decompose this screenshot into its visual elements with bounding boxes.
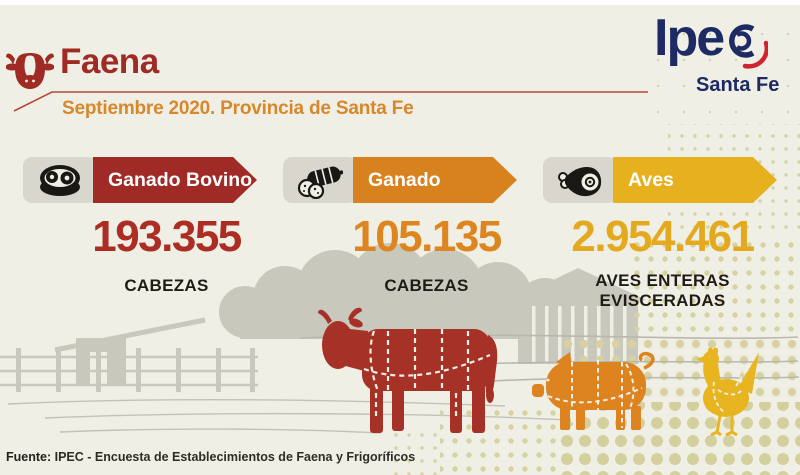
ipec-logo: Ipe Santa Fe — [648, 12, 798, 102]
steak-icon — [40, 165, 80, 196]
aves-badge: Aves — [613, 157, 777, 203]
porcino-unit: CABEZAS — [384, 276, 469, 295]
header-divider-line — [13, 91, 648, 112]
bovino-icon-box — [23, 157, 97, 203]
porcino-icon-box — [283, 157, 357, 203]
bovino-unit: CABEZAS — [124, 276, 209, 295]
top-band — [0, 0, 800, 5]
aves-unit-text: AVES ENTERAS EVISCERADAS — [595, 271, 730, 311]
cow-illustration — [318, 307, 498, 433]
porcino-badge: Ganado Porcino — [353, 157, 517, 203]
bovino-value: 193.355 — [92, 212, 242, 261]
aves-value: 2.954.461 — [571, 212, 755, 261]
aves-unit: AVES ENTERAS EVISCERADAS — [545, 271, 780, 312]
source-label: Fuente: — [6, 450, 52, 464]
aves-icon-box — [543, 157, 617, 203]
page-title: Faena — [60, 42, 159, 81]
bovino-badge: Ganado Bovino — [93, 157, 257, 203]
porcino-value: 105.135 — [352, 212, 502, 261]
pig-illustration — [532, 351, 655, 430]
page-subtitle: Septiembre 2020. Provincia de Santa Fe — [62, 98, 414, 119]
hen-illustration — [696, 347, 759, 437]
ipec-logo-c-icon — [729, 24, 769, 69]
cow-head-icon — [6, 53, 54, 89]
ipec-logo-wordmark: Ipe — [654, 9, 769, 72]
source-note: Fuente: IPEC - Encuesta de Establecimien… — [6, 450, 415, 464]
ipec-logo-region: Santa Fe — [696, 74, 780, 96]
source-text: IPEC - Encuesta de Establecimientos de F… — [54, 450, 416, 464]
ham-leg-icon — [558, 167, 602, 197]
salami-icon — [297, 166, 343, 199]
ipec-logo-text: Ipe — [654, 9, 725, 67]
